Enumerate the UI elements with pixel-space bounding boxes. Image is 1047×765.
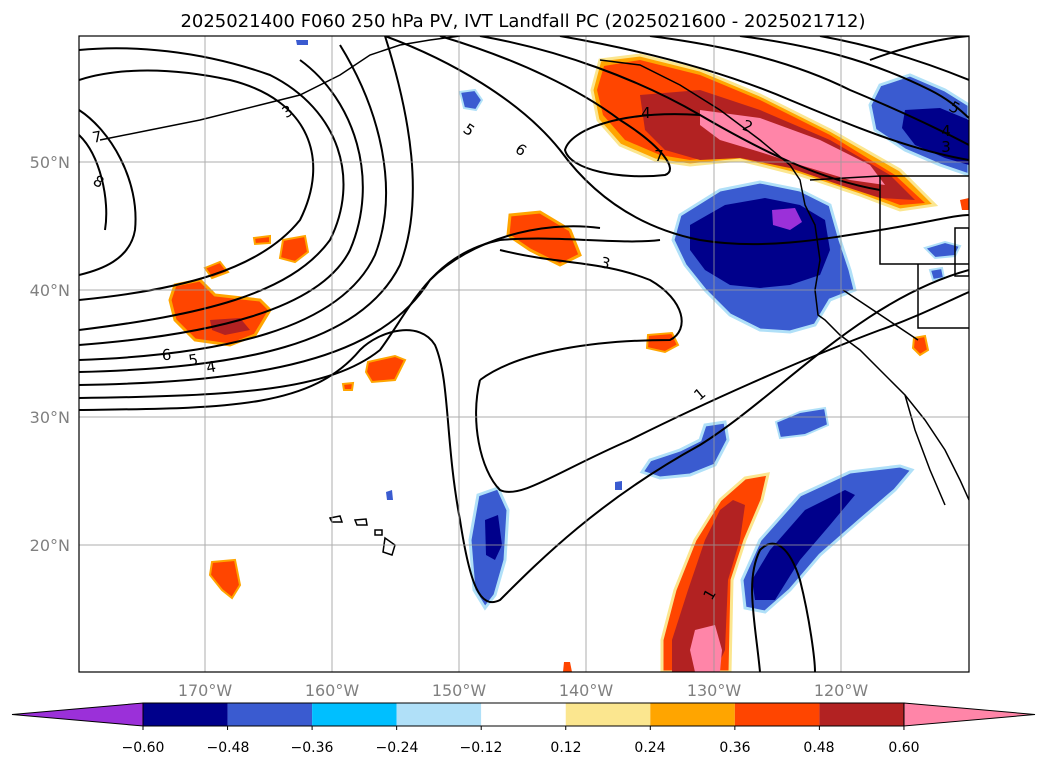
lat-label: 30°N [30, 408, 70, 427]
contour-label: 3 [941, 138, 951, 156]
colorbar-segment [565, 703, 651, 726]
contour-label: 7 [654, 147, 664, 165]
colorbar-segment [312, 703, 397, 726]
map-panel: 7 8 3 6 5 4 5 6 3 4 2 7 1 1 3 4 5 [79, 36, 969, 672]
colorbar-tick-label: −0.36 [291, 740, 334, 756]
colorbar-segment [734, 703, 820, 726]
colorbar-segment [227, 703, 313, 726]
colorbar-segment [819, 703, 904, 726]
contour-label: 4 [941, 122, 951, 140]
lon-label: 160°W [305, 681, 360, 700]
colorbar-tick-label: 0.36 [719, 740, 750, 756]
graticule [79, 36, 969, 672]
lat-label: 50°N [30, 153, 70, 172]
negative-anomaly-fills [296, 40, 969, 614]
colorbar-segment [396, 703, 482, 726]
lon-label: 120°W [814, 681, 869, 700]
positive-anomaly-fills [168, 53, 969, 672]
contour-label: 6 [161, 346, 172, 365]
colorbar-tick-label: −0.48 [207, 740, 250, 756]
figure-title: 2025021400 F060 250 hPa PV, IVT Landfall… [180, 11, 865, 32]
colorbar-segment [143, 703, 228, 726]
lon-label: 130°W [687, 681, 742, 700]
pv-contours [79, 36, 969, 672]
latitude-labels: 50°N 40°N 30°N 20°N [30, 153, 70, 555]
lat-label: 20°N [30, 536, 70, 555]
lon-label: 170°W [178, 681, 233, 700]
colorbar-tick-label: −0.12 [460, 740, 503, 756]
contour-label: 4 [641, 104, 651, 122]
colorbar-tick-label: 0.60 [888, 740, 919, 756]
contour-label: 7 [91, 127, 104, 146]
colorbar-extend-min [11, 702, 144, 727]
colorbar-extend-max [903, 702, 1036, 727]
colorbar-segment [650, 703, 735, 726]
colorbar-tick-label: 0.48 [803, 740, 834, 756]
lon-label: 140°W [559, 681, 614, 700]
colorbar [11, 702, 1036, 730]
colorbar-tick-label: −0.24 [376, 740, 419, 756]
lon-label: 150°W [432, 681, 487, 700]
colorbar-segment [481, 703, 566, 726]
colorbar-tick-labels: −0.60 −0.48 −0.36 −0.24 −0.12 0.12 0.24 … [122, 740, 920, 756]
map-frame [78, 35, 970, 673]
colorbar-tick-label: 0.24 [634, 740, 665, 756]
contour-label: 3 [598, 253, 612, 273]
lat-label: 40°N [30, 281, 70, 300]
colorbar-frame [142, 702, 905, 727]
colorbar-tick-label: −0.60 [122, 740, 165, 756]
longitude-labels: 170°W 160°W 150°W 140°W 130°W 120°W [178, 681, 869, 700]
colorbar-tick-label: 0.12 [550, 740, 581, 756]
contour-label: 4 [205, 357, 218, 376]
contour-label: 5 [187, 350, 199, 369]
